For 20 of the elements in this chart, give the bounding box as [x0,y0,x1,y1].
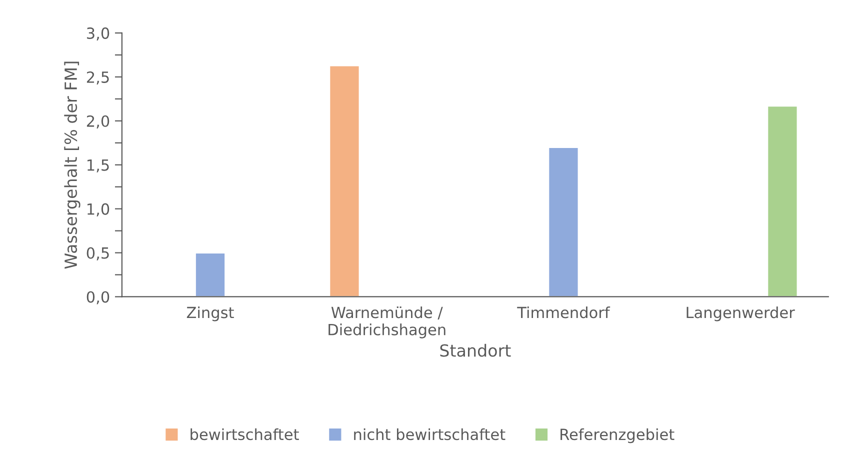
y-tick-label: 1,5 [88,160,109,172]
legend-label: bewirtschaftet [190,428,299,440]
legend-label: Referenzgebiet [560,428,674,444]
bar [766,105,798,297]
bar [194,252,226,297]
x-tick-label: Warnemünde / Diedrichshagen [328,306,446,338]
bar [548,146,580,297]
x-axis-title: Standort [440,344,511,357]
y-tick-label: 2,0 [86,115,110,128]
x-tick-label: Timmendorf [517,306,610,318]
y-axis-title: Wassergehalt [% der FM] [64,62,80,269]
x-tick-label: Zingst [186,306,234,322]
y-tick-label: 0,5 [86,247,109,260]
y-tick-label: 2,5 [86,71,109,85]
y-tick-label: 1,0 [88,203,110,216]
bar [328,64,360,297]
legend-label: nicht bewirtschaftet [354,428,506,440]
y-tick-label: 0,0 [86,291,110,304]
y-tick-label: 3,0 [87,27,110,41]
x-tick-label: Langenwerder [686,306,795,322]
